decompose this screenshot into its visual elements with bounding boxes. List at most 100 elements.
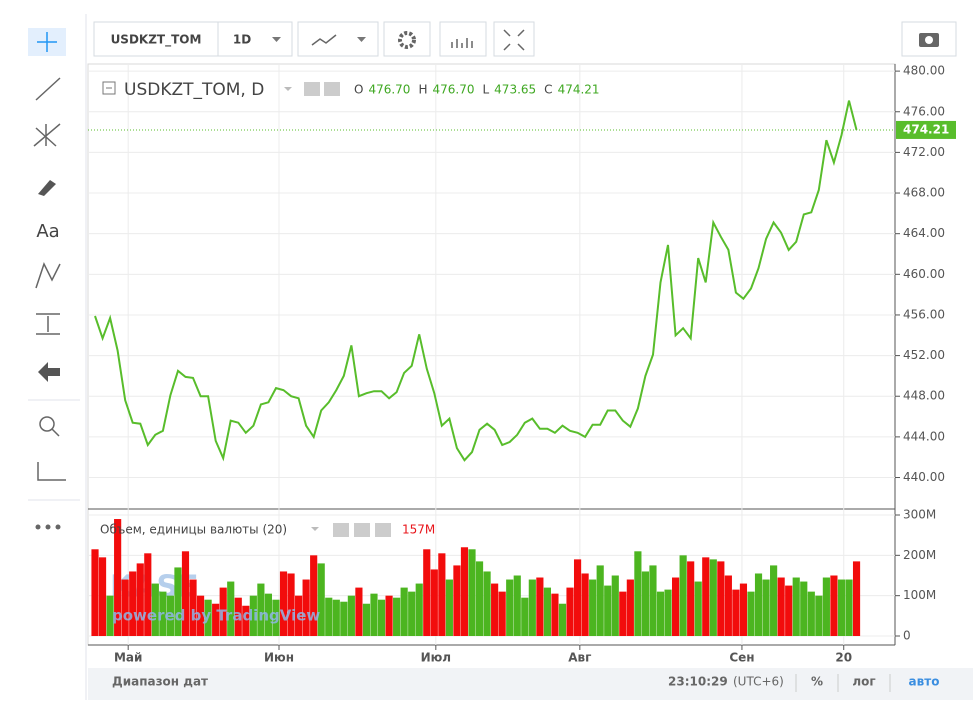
brush-tool[interactable] [38, 180, 56, 196]
ohlc-key: O [354, 83, 363, 97]
x-tick-label: Июн [264, 651, 294, 665]
log-toggle[interactable]: лог [852, 675, 875, 689]
volume-bar [430, 569, 438, 636]
volume-bar [287, 573, 295, 636]
y-tick-label: 100M [903, 588, 936, 602]
volume-bar [649, 565, 657, 636]
volume-bar [724, 575, 732, 636]
more-tools[interactable] [35, 524, 61, 530]
text-tool[interactable]: Aa [36, 221, 59, 242]
chart-style-button[interactable] [297, 21, 379, 57]
eye-button[interactable] [304, 82, 320, 96]
gear-button[interactable] [324, 82, 340, 96]
chart-tool[interactable] [37, 462, 66, 481]
gear-button[interactable] [354, 523, 370, 537]
volume-bar [747, 591, 755, 636]
marks [88, 100, 895, 636]
volume-bar [717, 561, 725, 636]
volume-bar [91, 549, 99, 636]
percent-toggle[interactable]: % [811, 675, 823, 689]
volume-bar [136, 563, 144, 636]
bottom-bar [88, 668, 973, 700]
volume-bar [159, 591, 167, 636]
volume-bar [355, 587, 363, 636]
y-tick-label: 460.00 [903, 267, 945, 281]
pitchfork-tool[interactable] [33, 123, 61, 147]
chart-frame [87, 63, 896, 646]
fullscreen-button[interactable] [493, 21, 535, 57]
back-tool[interactable] [38, 362, 60, 382]
volume-bar [415, 583, 423, 636]
y-tick-label: 200M [903, 548, 936, 562]
volume-bar [589, 579, 597, 636]
volume-bar [672, 577, 680, 636]
collapse-button[interactable] [102, 81, 116, 95]
x-tick-label: Сен [729, 651, 754, 665]
volume-bar [604, 585, 612, 636]
eye-button[interactable] [333, 523, 349, 537]
volume-bar [393, 597, 401, 636]
symbol-button[interactable] [93, 21, 219, 57]
volume-bar [114, 519, 122, 636]
volume-bar [800, 581, 808, 636]
volume-bar [837, 579, 846, 636]
y-tick-label: 440.00 [903, 470, 945, 484]
pattern-tool[interactable] [35, 262, 61, 289]
volume-bar [543, 587, 551, 636]
legend-title: USDKZT_TOM, D [124, 80, 264, 100]
volume-bar [310, 555, 318, 636]
volume-bar [573, 559, 582, 636]
y-tick-label: 0 [903, 629, 911, 643]
volume-bar [408, 591, 416, 636]
volume-bar [566, 587, 574, 636]
zoom-tool[interactable] [39, 416, 55, 432]
trend-line-tool[interactable] [35, 77, 61, 101]
measure-tool[interactable] [36, 313, 60, 335]
volume-bar [468, 549, 476, 636]
volume-bar [777, 577, 785, 636]
close-button[interactable] [375, 523, 391, 537]
volume-bar [664, 589, 672, 636]
volume-bar [196, 595, 205, 636]
volume-bar [687, 561, 695, 636]
volume-bar [377, 599, 386, 636]
volume-bar [732, 589, 740, 636]
volume-bar [279, 571, 288, 636]
volume-bar [830, 575, 838, 636]
volume-bar [754, 573, 763, 636]
volume-bar [506, 579, 514, 636]
volume-bar [98, 557, 107, 636]
ohlc-value: 476.70 [432, 83, 474, 97]
interval-button[interactable] [217, 21, 293, 57]
settings-button[interactable] [383, 21, 431, 57]
timezone[interactable]: (UTC+6) [733, 675, 784, 689]
volume-bar [792, 577, 800, 636]
volume-bar [212, 603, 220, 636]
auto-toggle[interactable]: авто [909, 675, 940, 689]
volume-bar [144, 553, 152, 636]
volume-bar [385, 595, 393, 636]
volume-bar [785, 585, 793, 636]
volume-value: 157M [402, 523, 435, 537]
volume-bar [438, 553, 446, 636]
volume-bar [204, 599, 212, 636]
interval: 1D [233, 33, 251, 47]
date-range[interactable]: Диапазон дат [112, 675, 208, 689]
left-toolbar: Aa [28, 28, 80, 530]
volume-bar [739, 583, 748, 636]
x-tick-label: Июл [421, 651, 452, 665]
y-tick-label: 444.00 [903, 429, 945, 443]
volume-bar [679, 555, 687, 636]
volume-bar [822, 577, 830, 636]
volume-bar [475, 561, 484, 636]
y-tick-label: 476.00 [903, 104, 945, 118]
volume-bar [181, 551, 190, 636]
volume-bar [483, 571, 491, 636]
volume-bar [347, 595, 355, 636]
indicators-button[interactable] [439, 21, 487, 57]
price-line [94, 100, 858, 462]
volume-bar [362, 603, 371, 636]
symbol: USDKZT_TOM [111, 33, 202, 48]
volume-bar [400, 587, 408, 636]
